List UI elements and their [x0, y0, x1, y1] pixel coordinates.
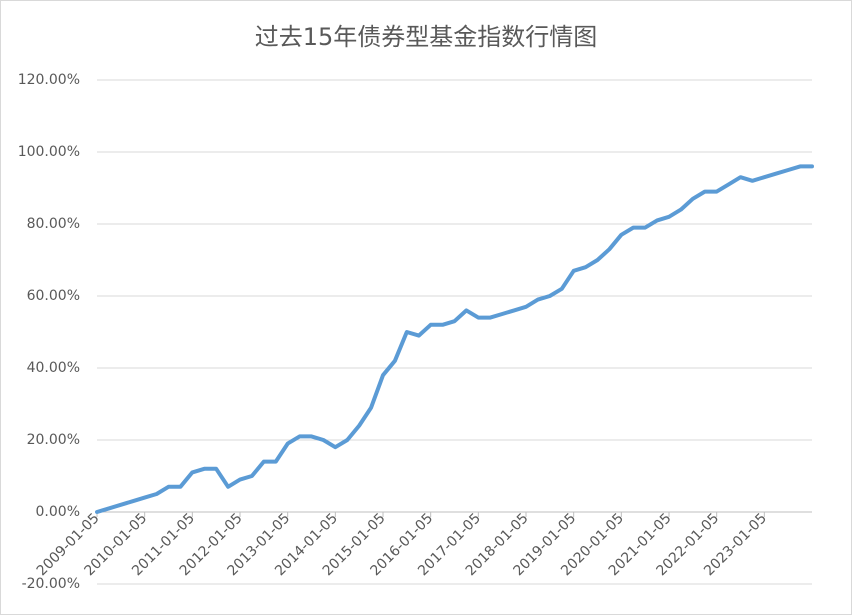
- chart-title: 过去15年债券型基金指数行情图: [255, 23, 598, 51]
- series-line: [95, 164, 814, 514]
- y-tick-label: -20.00%: [22, 576, 80, 592]
- y-tick-label: 40.00%: [27, 360, 80, 376]
- y-tick-label: 80.00%: [27, 216, 80, 232]
- y-tick-label: 100.00%: [18, 144, 80, 160]
- y-tick-label: 20.00%: [27, 432, 80, 448]
- y-tick-label: 0.00%: [36, 504, 80, 520]
- y-tick-label: 120.00%: [18, 72, 80, 88]
- y-tick-label: 60.00%: [27, 288, 80, 304]
